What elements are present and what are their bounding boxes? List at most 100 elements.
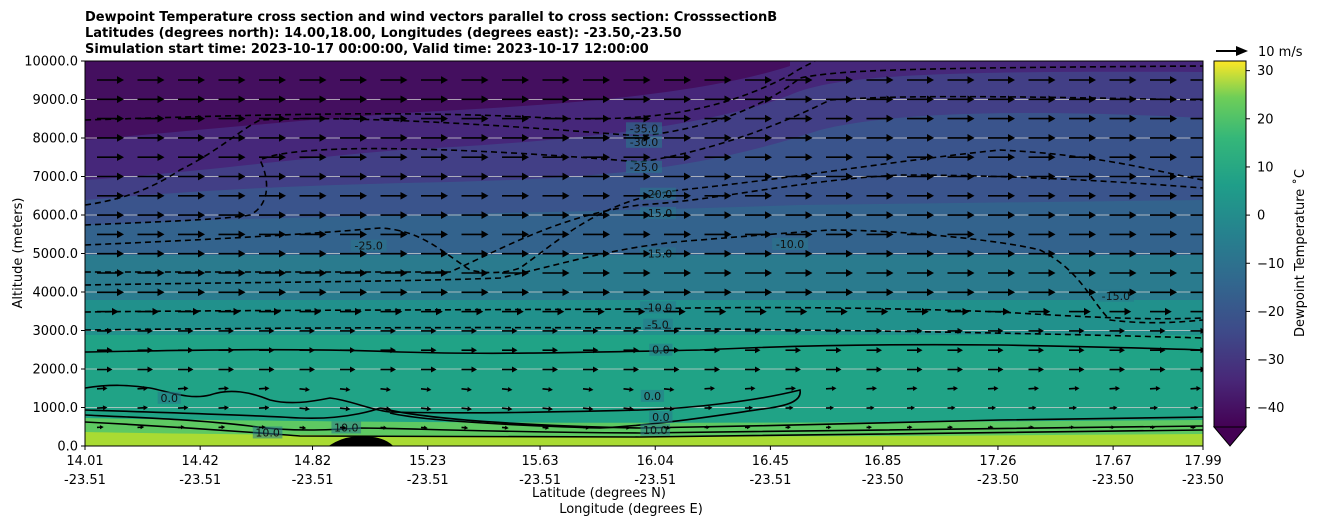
dewpoint-field [85, 61, 1203, 446]
wind-vector [97, 269, 124, 277]
wind-vector [340, 327, 356, 334]
wind-vector [461, 153, 489, 162]
wind-vector [1028, 134, 1056, 142]
wind-vector [826, 95, 853, 104]
wind-vector [97, 249, 124, 258]
wind-vector [1028, 249, 1056, 258]
y-axis: 0.0 1000.0 2000.0 3000.0 4000.0 5000.0 6000.0 7… [24, 55, 85, 455]
wind-vector [461, 114, 489, 123]
wind-vector [785, 307, 808, 316]
wind-vector [1109, 386, 1120, 391]
wind-vector [582, 386, 594, 392]
wind-vector [137, 269, 165, 277]
wind-vector [785, 386, 796, 391]
wind-vector [461, 347, 477, 354]
wind-vector [461, 249, 489, 258]
contour-label-bg [640, 187, 677, 200]
contour-label-bg [640, 389, 665, 402]
wind-vector [137, 366, 153, 373]
wind-vector [988, 249, 1015, 258]
contour-label-bg [350, 239, 387, 252]
wind-vector [421, 307, 443, 316]
contour-label-bg [640, 301, 677, 314]
x-tick-label-lat: 17.67 [1095, 454, 1132, 469]
wind-vector [785, 405, 794, 411]
x-tick-label-lat: 16.85 [864, 454, 901, 469]
wind-vector [1150, 95, 1177, 104]
wind-vector [97, 230, 124, 239]
contour-minus5 [85, 326, 1203, 339]
wind-vector [987, 386, 999, 391]
x-tick-label-lon: -23.50 [977, 473, 1019, 488]
wind-vector [988, 211, 1015, 219]
wind-vector [1150, 288, 1177, 297]
wind-vector [704, 191, 732, 200]
wind-vector [785, 153, 813, 162]
wind-vector [461, 386, 472, 392]
wind-vector [664, 153, 691, 162]
wind-vector [583, 230, 610, 239]
wind-vector [299, 95, 327, 104]
wind-vector [623, 153, 651, 162]
wind-vector [461, 134, 489, 142]
wind-vector [664, 327, 680, 334]
wind-key-arrow-head [1236, 46, 1248, 56]
wind-vector [177, 405, 189, 411]
wind-vector [461, 366, 477, 373]
wind-vector [745, 269, 772, 277]
wind-vector [744, 405, 753, 411]
wind-vector [299, 172, 327, 181]
wind-vector [218, 327, 234, 334]
wind-vector [218, 366, 234, 373]
contour-label: 0.0 [652, 344, 670, 357]
wind-vector [259, 134, 286, 142]
wind-vector [421, 211, 448, 219]
wind-vector [1190, 405, 1199, 411]
wind-vector [663, 406, 675, 412]
wind-vector [1190, 98, 1203, 101]
wind-vector [1068, 425, 1075, 430]
wind-vector [907, 211, 934, 219]
wind-vector [178, 153, 205, 162]
colorbar-tick-label: −20 [1257, 305, 1284, 320]
wind-vector [178, 347, 194, 354]
colorbar-ticks: 30 20 10 0 −10 −20 −30 −40 [1246, 64, 1284, 416]
wind-vector [542, 269, 570, 277]
wind-vector [380, 425, 388, 430]
wind-vector [947, 134, 975, 142]
contour-label-bg [772, 237, 809, 250]
wind-vector [1069, 230, 1096, 239]
wind-vector [704, 172, 732, 181]
wind-vector [866, 76, 894, 84]
wind-vector [137, 230, 165, 239]
wind-vector [461, 327, 477, 334]
wind-vector [421, 153, 448, 162]
wind-vector [542, 386, 553, 392]
wind-vector [866, 249, 894, 258]
wind-vector [421, 269, 448, 277]
wind-vector [339, 406, 351, 412]
wind-vector [664, 95, 691, 104]
wind-vector [745, 191, 772, 200]
wind-vector [866, 172, 894, 181]
wind-vector [704, 386, 715, 391]
wind-vector [461, 307, 484, 316]
wind-vector [826, 191, 853, 200]
wind-vector [1150, 114, 1177, 123]
wind-vector [259, 153, 286, 162]
wind-vector [1109, 134, 1137, 142]
wind-vector [258, 386, 270, 391]
wind-vector [137, 153, 165, 162]
wind-vector [1190, 195, 1203, 197]
wind-vector [623, 191, 651, 200]
colorbar-tick-label: 30 [1257, 64, 1274, 79]
contour-zero-surface [85, 407, 1203, 429]
wind-vector [583, 134, 610, 142]
x-tick-label-lon: -23.50 [1182, 473, 1224, 488]
wind-vector [542, 153, 570, 162]
wind-vector [1069, 153, 1096, 162]
wind-vector [502, 95, 529, 104]
wind-vector [745, 288, 772, 297]
terrain-peak [328, 436, 394, 446]
wind-vector [664, 366, 680, 373]
